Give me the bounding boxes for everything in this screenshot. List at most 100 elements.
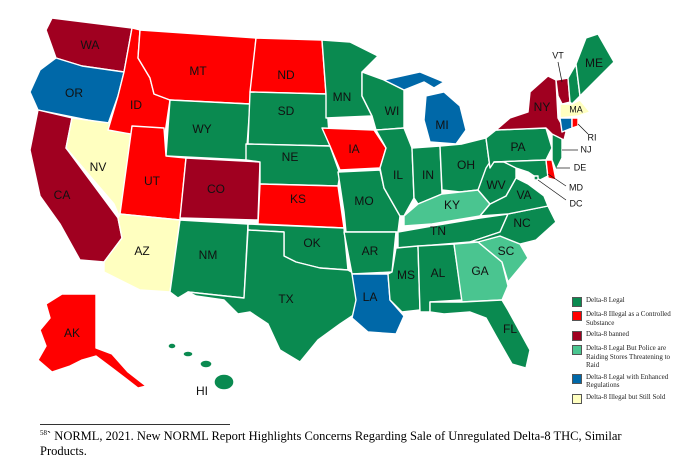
label-va: VA	[516, 188, 531, 202]
label-sc: SC	[498, 244, 515, 258]
state-vt[interactable]	[555, 77, 571, 105]
state-hi[interactable]	[213, 373, 235, 391]
label-de: DE	[574, 162, 587, 172]
state-sd[interactable]	[247, 91, 331, 147]
legend-item: Delta-8 Illegal but Still Sold	[572, 393, 684, 404]
label-ms: MS	[397, 268, 415, 282]
label-hi: HI	[196, 384, 208, 398]
label-ri: RI	[588, 132, 597, 142]
label-al: AL	[431, 266, 446, 280]
state-ri[interactable]	[571, 117, 579, 129]
state-il[interactable]	[375, 127, 415, 217]
leader-md	[547, 173, 567, 187]
state-ak[interactable]	[37, 293, 147, 389]
legend-label: Delta-8 Legal with Enhanced Regulations	[586, 372, 669, 390]
label-ar: AR	[362, 244, 379, 258]
label-ut: UT	[144, 174, 161, 188]
label-mo: MO	[354, 194, 373, 208]
state-labels: WA OR CA NV ID MT WY UT AZ CO NM ND SD N…	[54, 38, 603, 398]
label-ak: AK	[64, 326, 80, 340]
label-ny: NY	[534, 100, 551, 114]
label-vt: VT	[552, 50, 564, 60]
label-fl: FL	[503, 322, 517, 336]
label-sd: SD	[278, 104, 295, 118]
legend-item: Delta-8 banned	[572, 330, 684, 341]
state-nc[interactable]	[469, 205, 557, 245]
label-ga: GA	[471, 264, 488, 278]
legend-item: Delta-8 Illegal as a Controlled Substanc…	[572, 310, 684, 327]
legend-item: Delta-8 Legal with Enhanced Regulations	[572, 373, 684, 390]
label-wv: WV	[486, 178, 505, 192]
state-mi[interactable]	[383, 71, 445, 91]
label-md: MD	[569, 182, 583, 192]
legend-item: Delta-8 Legal But Police are Raiding Sto…	[572, 344, 684, 370]
state-hi-maui[interactable]	[199, 359, 213, 369]
label-ok: OK	[303, 236, 320, 250]
label-tx: TX	[278, 292, 293, 306]
label-wa: WA	[81, 38, 100, 52]
label-ca: CA	[54, 188, 71, 202]
footnote-text: ` NORML, 2021. New NORML Report Highligh…	[40, 429, 622, 458]
label-az: AZ	[134, 244, 149, 258]
state-ct[interactable]	[559, 117, 573, 133]
us-state-map: WA OR CA NV ID MT WY UT AZ CO NM ND SD N…	[29, 17, 615, 398]
state-nd[interactable]	[249, 37, 327, 95]
legend-label: Delta-8 banned	[586, 330, 629, 338]
state-tx[interactable]	[187, 229, 359, 363]
label-oh: OH	[457, 158, 475, 172]
label-in: IN	[422, 168, 434, 182]
label-nj: NJ	[581, 144, 592, 154]
label-nm: NM	[199, 248, 218, 262]
label-or: OR	[65, 86, 83, 100]
state-hi-kauai[interactable]	[167, 342, 177, 350]
state-nj[interactable]	[551, 133, 563, 171]
label-ia: IA	[348, 142, 359, 156]
legend-swatch	[572, 311, 582, 321]
state-de[interactable]	[545, 159, 557, 181]
label-wi: WI	[385, 104, 400, 118]
label-mi: MI	[435, 118, 448, 132]
footnote-number: 58	[40, 428, 47, 437]
leader-vt	[557, 61, 563, 83]
legend-label: Delta-8 Illegal but Still Sold	[586, 392, 666, 401]
legend-swatch	[572, 297, 582, 307]
legend-label: Delta-8 Legal But Police are Raiding Sto…	[586, 344, 671, 369]
label-co: CO	[207, 182, 225, 196]
leader-dc	[537, 179, 567, 201]
state-dc[interactable]	[533, 175, 539, 181]
legend-swatch	[572, 373, 582, 384]
label-ma: MA	[569, 104, 583, 114]
label-nv: NV	[90, 160, 107, 174]
map-legend: Delta-8 Legal Delta-8 Illegal as a Contr…	[572, 296, 684, 407]
leader-ri	[577, 123, 589, 135]
label-tn: TN	[430, 224, 446, 238]
hawaii-islands	[167, 342, 235, 391]
label-id: ID	[130, 98, 142, 112]
label-ks: KS	[290, 192, 306, 206]
state-mi-lower[interactable]	[423, 91, 467, 145]
legend-swatch	[572, 345, 582, 355]
label-mt: MT	[189, 64, 207, 78]
label-ne: NE	[282, 150, 299, 164]
state-hi-oahu[interactable]	[182, 350, 194, 358]
label-me: ME	[585, 56, 603, 70]
legend-swatch	[572, 331, 582, 341]
label-ky: KY	[444, 198, 460, 212]
legend-swatch	[572, 393, 582, 404]
legend-label: Delta-8 Illegal as a Controlled Substanc…	[586, 310, 671, 327]
label-nc: NC	[513, 216, 531, 230]
state-fl[interactable]	[429, 299, 531, 369]
label-la: LA	[363, 290, 378, 304]
footnote-rule	[40, 424, 230, 425]
legend-item: Delta-8 Legal	[572, 296, 684, 307]
label-nd: ND	[277, 68, 295, 82]
label-il: IL	[393, 168, 403, 182]
state-me[interactable]	[575, 33, 615, 97]
label-pa: PA	[510, 140, 525, 154]
legend-label: Delta-8 Legal	[586, 296, 625, 304]
label-wy: WY	[192, 122, 211, 136]
footnote: 58` NORML, 2021. New NORML Report Highli…	[40, 429, 670, 459]
label-dc: DC	[570, 198, 583, 208]
state-ny[interactable]	[495, 75, 567, 141]
label-mn: MN	[333, 90, 352, 104]
